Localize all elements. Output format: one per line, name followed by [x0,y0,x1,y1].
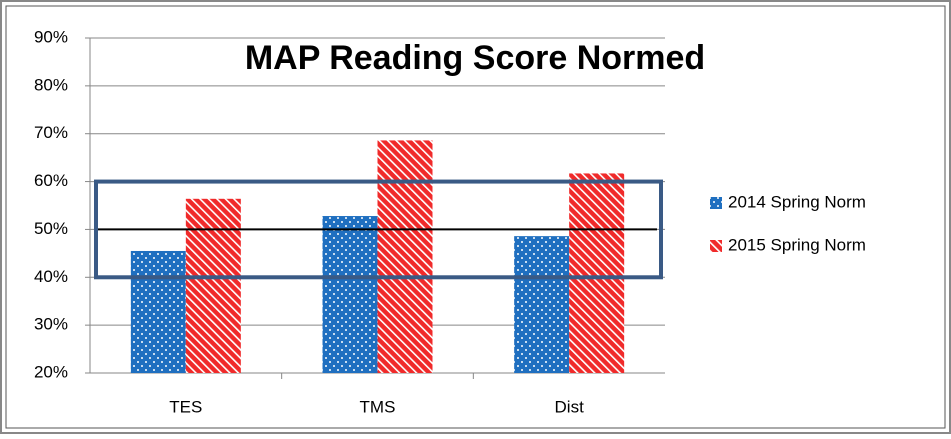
legend-swatch [710,240,722,252]
y-tick-label: 80% [34,75,68,94]
highlight-box [94,179,663,280]
bar [322,216,378,373]
legend-label: 2015 Spring Norm [728,235,866,254]
bar [130,250,186,373]
bar [185,198,241,373]
legend-swatch [710,197,722,209]
legend-label: 2014 Spring Norm [728,192,866,211]
chart-title: MAP Reading Score Normed [245,39,705,77]
bar [377,140,433,373]
bar [514,236,570,373]
x-tick-label: Dist [555,397,585,416]
y-tick-label: 30% [34,315,68,334]
y-tick-label: 90% [34,27,68,46]
y-tick-label: 20% [34,362,68,381]
x-tick-label: TES [169,397,202,416]
y-tick-label: 40% [34,267,68,286]
bar [569,173,625,373]
y-tick-label: 70% [34,123,68,142]
y-tick-label: 50% [34,219,68,238]
x-tick-label: TMS [360,397,396,416]
y-tick-label: 60% [34,171,68,190]
